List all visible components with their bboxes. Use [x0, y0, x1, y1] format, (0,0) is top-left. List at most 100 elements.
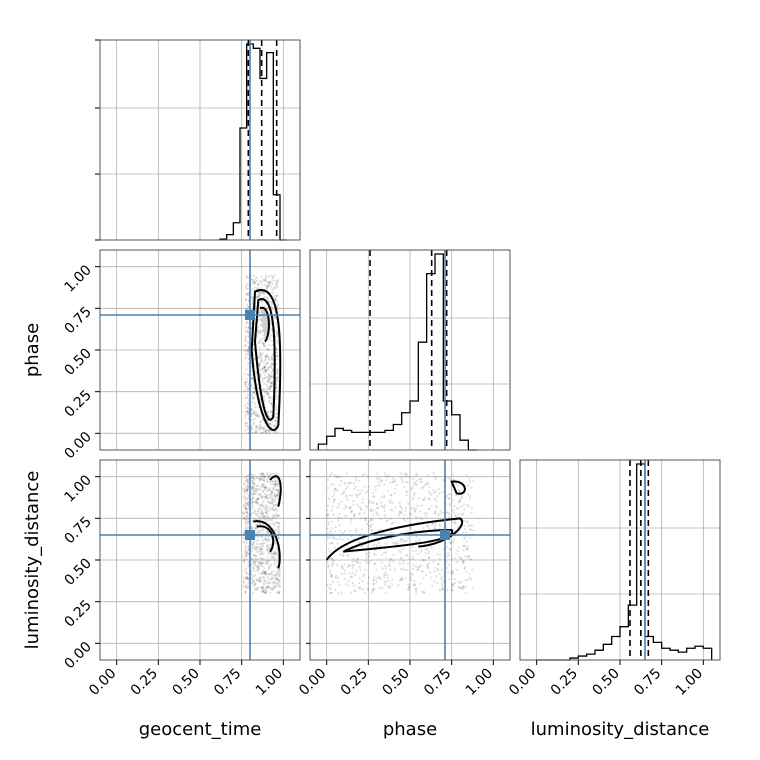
- scatter-point: [341, 538, 344, 541]
- scatter-point: [273, 296, 276, 299]
- scatter-point: [252, 491, 255, 494]
- scatter-point: [450, 572, 453, 576]
- scatter-point: [264, 515, 267, 518]
- scatter-point: [457, 489, 460, 492]
- scatter-point: [276, 431, 279, 434]
- scatter-point: [254, 561, 257, 564]
- scatter-point: [276, 556, 279, 560]
- scatter-point: [268, 422, 272, 425]
- scatter-point: [338, 512, 341, 516]
- scatter-point: [270, 577, 273, 580]
- scatter-point: [327, 513, 330, 516]
- scatter-point: [263, 588, 266, 591]
- scatter-point: [356, 560, 359, 564]
- scatter-point: [462, 503, 466, 506]
- scatter-point: [271, 480, 274, 483]
- scatter-point: [270, 363, 274, 366]
- scatter-point: [409, 576, 412, 579]
- scatter-point: [259, 332, 262, 335]
- scatter-point: [415, 540, 418, 544]
- scatter-point: [259, 557, 262, 560]
- scatter-point: [244, 383, 247, 386]
- x-tick-label: 1.00: [463, 666, 496, 699]
- scatter-point: [268, 283, 271, 286]
- scatter-point: [458, 498, 461, 501]
- scatter-point: [447, 571, 450, 574]
- scatter-point: [264, 430, 267, 434]
- scatter-point: [399, 505, 402, 509]
- scatter-point: [261, 572, 264, 575]
- scatter-point: [403, 539, 406, 542]
- scatter-point: [329, 536, 332, 539]
- scatter-point: [244, 415, 247, 418]
- scatter-point: [393, 568, 396, 571]
- scatter-point: [269, 280, 272, 283]
- scatter-point: [259, 353, 262, 357]
- scatter-point: [270, 502, 273, 505]
- scatter-point: [267, 396, 270, 399]
- scatter-point: [268, 410, 271, 414]
- scatter-point: [272, 368, 275, 371]
- scatter-point: [256, 414, 259, 418]
- scatter-point: [243, 487, 246, 490]
- scatter-point: [251, 527, 254, 530]
- scatter-point: [272, 556, 275, 559]
- scatter-point: [275, 517, 278, 520]
- scatter-point: [256, 567, 260, 571]
- scatter-point: [329, 474, 332, 477]
- scatter-point: [252, 558, 256, 561]
- panel-frame: [309, 249, 511, 451]
- scatter-point: [383, 551, 386, 554]
- scatter-point: [252, 591, 255, 594]
- scatter-point: [447, 511, 450, 515]
- scatter-point: [337, 519, 340, 522]
- scatter-point: [268, 565, 271, 568]
- scatter-point: [364, 472, 367, 475]
- scatter-point: [263, 355, 266, 358]
- scatter-point: [469, 578, 473, 581]
- scatter-point: [389, 493, 393, 496]
- scatter-point: [250, 499, 254, 502]
- scatter-point: [387, 563, 390, 566]
- scatter-point: [246, 474, 250, 477]
- scatter-point: [264, 363, 268, 366]
- scatter-point: [257, 509, 260, 512]
- scatter-point: [340, 479, 343, 482]
- scatter-point: [275, 354, 278, 358]
- scatter-point: [258, 578, 261, 581]
- scatter-point: [266, 556, 270, 559]
- scatter-point: [250, 278, 254, 282]
- contour-line: [259, 306, 270, 343]
- scatter-point: [276, 294, 279, 297]
- scatter-point: [276, 300, 279, 304]
- scatter-point: [261, 431, 264, 434]
- scatter-point: [410, 573, 414, 576]
- scatter-point: [275, 297, 278, 300]
- scatter-point: [375, 581, 378, 584]
- scatter-point: [368, 551, 371, 554]
- scatter-point: [267, 476, 270, 479]
- scatter-point: [336, 542, 339, 545]
- scatter-point: [268, 516, 271, 519]
- scatter-point: [370, 507, 373, 511]
- scatter-point: [329, 571, 332, 574]
- scatter-point: [247, 411, 250, 414]
- scatter-point: [251, 479, 254, 483]
- scatter-point: [448, 577, 451, 581]
- scatter-point: [390, 494, 393, 497]
- scatter-point: [327, 520, 330, 524]
- scatter-point: [414, 550, 418, 553]
- scatter-point: [263, 476, 266, 479]
- scatter-point: [258, 531, 261, 534]
- scatter-point: [276, 577, 279, 581]
- scatter-point: [260, 478, 263, 481]
- scatter-point: [411, 555, 415, 558]
- scatter-point: [267, 391, 270, 395]
- scatter-point: [260, 486, 263, 489]
- scatter-point: [266, 480, 269, 483]
- scatter-point: [379, 501, 383, 504]
- scatter-point: [375, 503, 378, 506]
- scatter-point: [442, 580, 445, 583]
- scatter-point: [270, 382, 273, 385]
- scatter-point: [451, 583, 455, 586]
